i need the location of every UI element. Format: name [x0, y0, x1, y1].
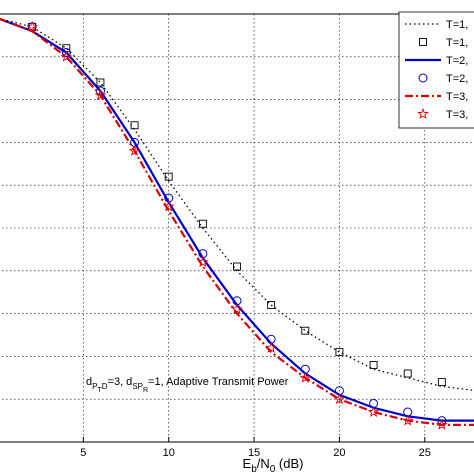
data-point-square [403, 369, 412, 378]
data-point-star [231, 303, 243, 315]
data-point-star [333, 393, 346, 405]
legend-item: T=3, [405, 91, 468, 103]
series-5 [0, 17, 474, 426]
data-point-star [436, 418, 448, 430]
legend-swatch [418, 73, 428, 83]
data-point-star [60, 50, 73, 62]
legend-box [398, 11, 474, 129]
series-6 [26, 20, 448, 430]
x-tick-label: 10 [163, 447, 175, 459]
legend-label: T=2, [446, 55, 468, 67]
legend-label: T=1, [446, 37, 468, 49]
data-point-square [96, 78, 105, 87]
x-tick-label: 25 [419, 447, 431, 459]
data-point-square [164, 172, 173, 181]
legend-item: T=3, [417, 107, 468, 121]
data-point-star [401, 414, 414, 426]
series-line [0, 17, 474, 426]
data-point-square [437, 378, 446, 387]
legend-swatch [417, 107, 429, 119]
data-point-star [162, 200, 175, 212]
legend-label: T=3, [446, 109, 468, 121]
data-point-star [367, 405, 380, 417]
legend-label: T=2, [446, 73, 468, 85]
legend: T=1, T=1, T=2, T=2, T=3, T=3, [398, 11, 474, 129]
plot-annotation: dPTD=3, dSPR=1, Adaptive Transmit Power [86, 376, 289, 394]
grid-lines [0, 14, 474, 442]
data-point-circle [61, 48, 71, 58]
series-layer [0, 17, 474, 430]
series-1 [0, 18, 474, 392]
data-point-square [267, 301, 276, 309]
x-axis-ticks: 5 10 15 20 25 [80, 437, 431, 459]
legend-item: T=2, [405, 55, 468, 67]
data-point-square [335, 348, 344, 357]
x-tick-label: 5 [80, 447, 86, 459]
data-point-star [26, 20, 38, 32]
x-tick-label: 15 [248, 447, 260, 459]
data-point-star [197, 256, 209, 268]
data-point-star [128, 144, 141, 156]
data-point-star [299, 371, 312, 383]
data-point-square [198, 219, 207, 228]
data-point-square [233, 262, 241, 271]
data-point-star [94, 89, 107, 101]
data-point-square [130, 121, 139, 130]
legend-item: T=2, [418, 73, 468, 85]
x-tick-label: 20 [333, 447, 345, 459]
series-line [0, 18, 474, 392]
data-point-square [301, 326, 310, 335]
data-point-square [369, 361, 378, 369]
x-axis-title: Eb/N0 (dB) [243, 456, 304, 474]
legend-label: T=3, [446, 91, 468, 103]
legend-item: T=1, [405, 19, 468, 31]
legend-label: T=1, [446, 19, 468, 31]
legend-swatch [419, 38, 427, 46]
data-point-star [265, 341, 277, 353]
legend-item: T=1, [419, 37, 468, 49]
